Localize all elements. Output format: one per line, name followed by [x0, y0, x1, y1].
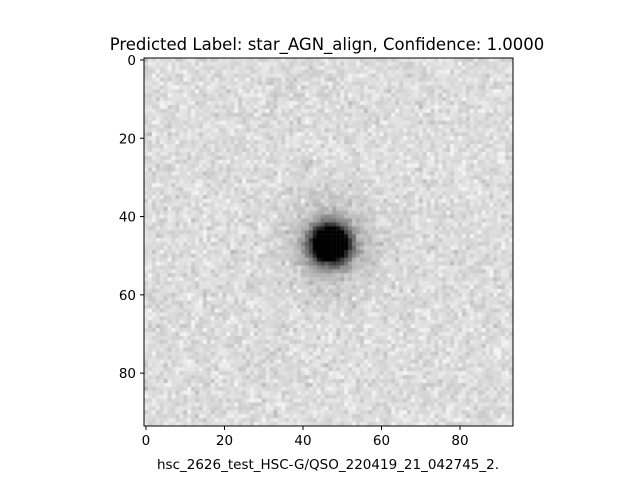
plot-frame — [143, 57, 514, 427]
y-tick-label: 80 — [119, 366, 136, 382]
y-tick-label: 60 — [119, 288, 136, 304]
x-tick-label: 60 — [373, 433, 390, 449]
x-tick-label: 0 — [142, 433, 151, 449]
image-holder — [144, 58, 513, 426]
chart-title: Predicted Label: star_AGN_align, Confide… — [110, 35, 545, 55]
x-axis: 0 20 40 60 80 — [142, 426, 469, 449]
x-tick-label: 80 — [451, 433, 468, 449]
x-tick-label: 20 — [216, 433, 233, 449]
y-tick-label: 20 — [119, 131, 136, 147]
x-tick-label: 40 — [294, 433, 311, 449]
astronomical-cutout-image — [144, 58, 513, 426]
plot-area — [143, 57, 514, 427]
y-tick-label: 40 — [119, 210, 136, 226]
y-tick-label: 0 — [127, 53, 136, 69]
y-axis: 0 20 40 60 80 — [119, 53, 144, 382]
x-axis-label: hsc_2626_test_HSC-G/QSO_220419_21_042745… — [157, 457, 499, 473]
